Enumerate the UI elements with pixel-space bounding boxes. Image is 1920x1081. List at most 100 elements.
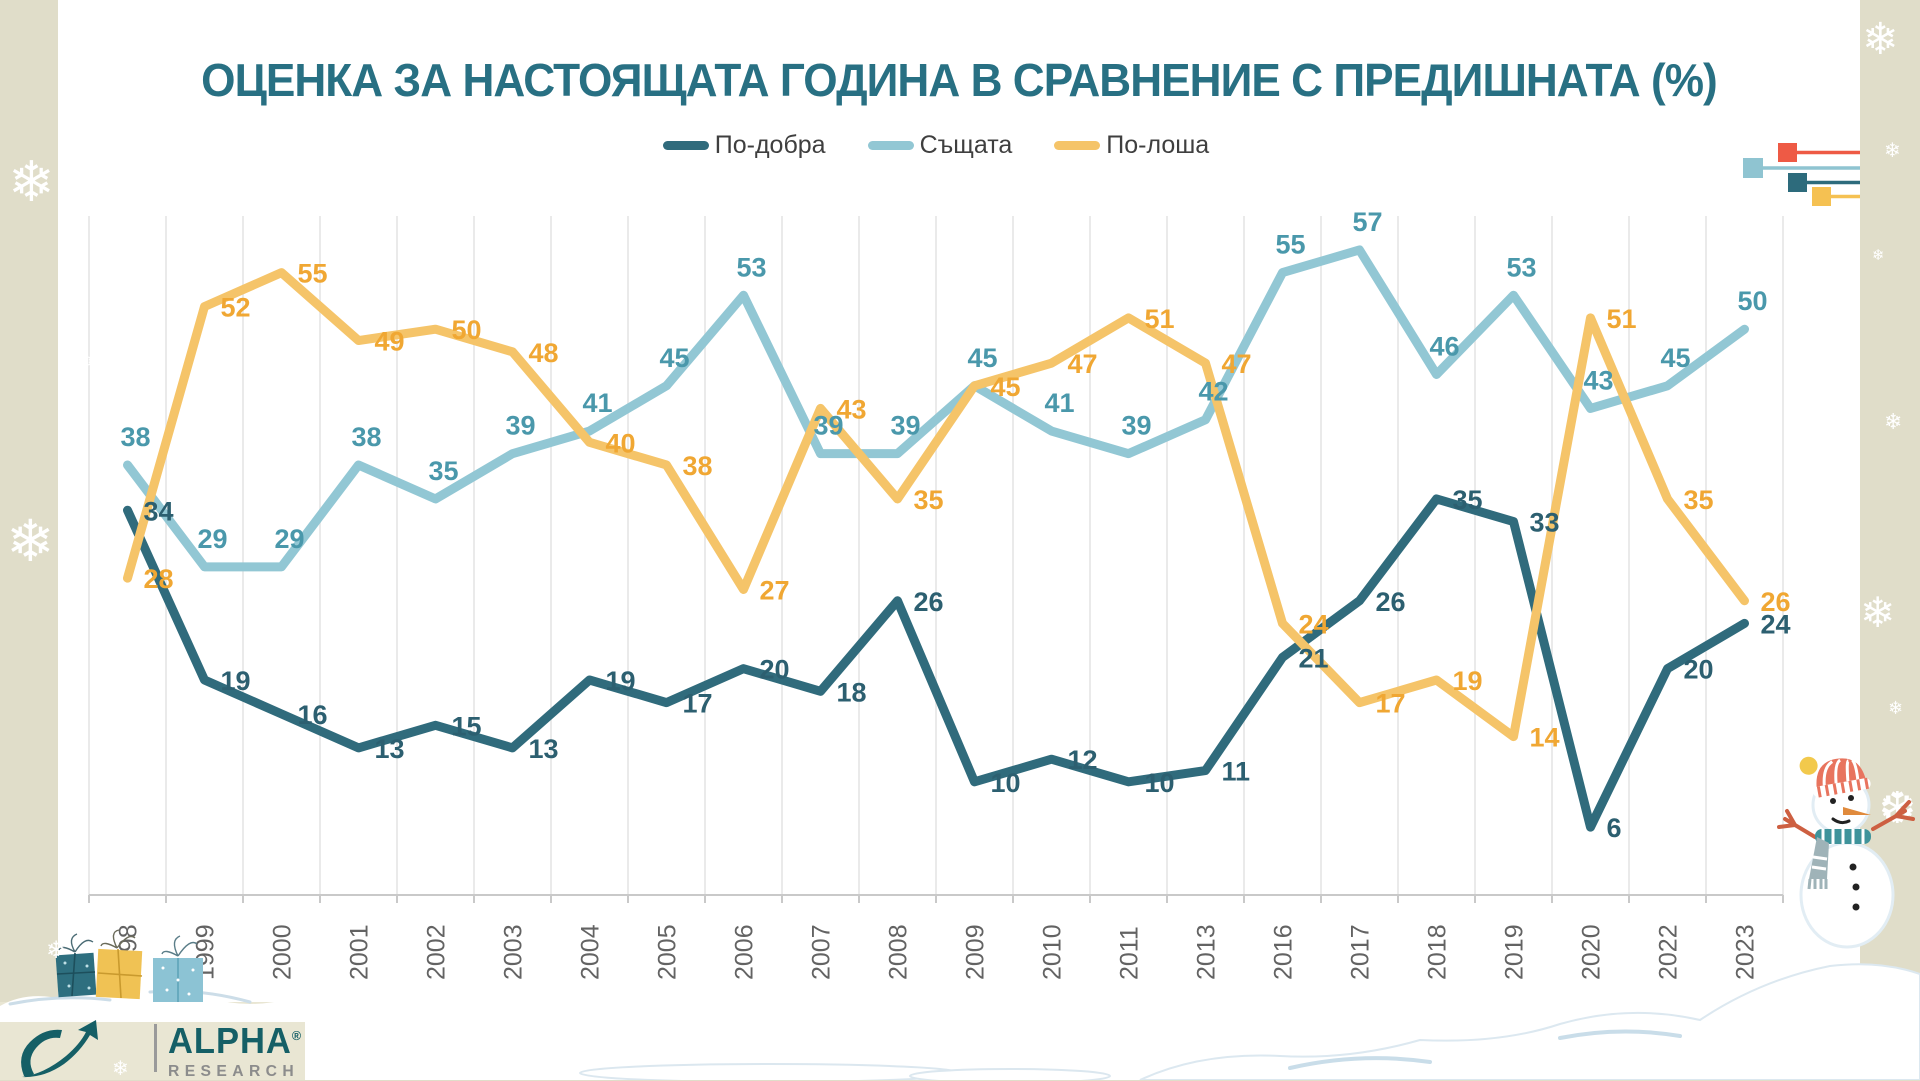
data-label: 10 <box>991 768 1021 798</box>
data-labels-series-1: 34 19 16 13 15 13 19 17 20 18 26 10 12 10 11 21 26 35 33 6 2… <box>144 485 1791 843</box>
data-label: 27 <box>760 575 790 605</box>
data-label: 20 <box>1684 655 1714 685</box>
logo-alpha-text: ALPHA® <box>168 1020 303 1061</box>
data-label: 49 <box>375 327 405 357</box>
data-label: 41 <box>582 388 612 418</box>
snowflake-icon: ❄ <box>1862 14 1899 65</box>
snowflake-icon: ❄ <box>1860 588 1896 637</box>
snow-drifts <box>579 963 1920 1080</box>
snowman-arms <box>1777 800 1915 839</box>
legend-label: Същата <box>919 131 1013 159</box>
data-label: 45 <box>659 343 689 373</box>
content-panel <box>58 0 1860 1080</box>
x-axis-labels: 1998199920002001200220032004200520062007… <box>115 924 1760 980</box>
x-axis-label: 2023 <box>1732 924 1760 980</box>
x-axis-label: 2017 <box>1347 924 1375 980</box>
data-label: 53 <box>736 252 766 282</box>
gift-boxes <box>55 929 203 1002</box>
data-label: 29 <box>274 524 304 554</box>
x-axis-label: 2011 <box>1116 926 1144 980</box>
snowflake-icon: ❄ <box>6 507 55 575</box>
data-label: 26 <box>914 587 944 617</box>
data-label: 46 <box>1429 331 1459 361</box>
data-label: 10 <box>1145 768 1175 798</box>
data-label: 33 <box>1530 508 1560 538</box>
data-label: 55 <box>298 259 328 289</box>
data-label: 19 <box>221 666 251 696</box>
data-label: 45 <box>967 343 997 373</box>
data-label: 24 <box>1761 609 1791 639</box>
data-label: 20 <box>760 655 790 685</box>
gift-box-teal <box>55 933 97 998</box>
x-axis-label: 2004 <box>577 924 605 980</box>
data-label: 40 <box>606 428 636 458</box>
data-label: 47 <box>1222 349 1252 379</box>
x-axis-label: 2008 <box>885 924 913 980</box>
logo-swoosh-icon <box>21 1020 98 1078</box>
snowflake-icon: ❄ <box>112 1056 129 1080</box>
data-label: 35 <box>428 456 458 486</box>
x-axis-label: 2005 <box>654 924 682 980</box>
snowflake-icon: ❄ <box>1872 246 1885 264</box>
snowflake-icon: ❄ <box>1884 410 1903 435</box>
data-label: 13 <box>375 734 405 764</box>
legend-swatch <box>867 141 914 150</box>
data-label: 53 <box>1506 252 1536 282</box>
data-label: 18 <box>837 677 867 707</box>
data-label: 14 <box>1530 723 1560 753</box>
legend-item-1: По-добра <box>662 131 826 160</box>
snowflake-decal-icon: ❆ <box>1879 783 1916 834</box>
data-label: 35 <box>1684 485 1714 515</box>
legend-swatch <box>1054 141 1101 150</box>
data-label: 13 <box>529 734 559 764</box>
data-label: 45 <box>991 372 1021 402</box>
snowflake-icon: ❄ <box>1884 138 1901 162</box>
snowflake-icon: ❄ <box>86 350 105 375</box>
data-label: 38 <box>351 422 381 452</box>
x-axis-label: 2007 <box>808 924 836 980</box>
x-axis-label: 2016 <box>1270 924 1298 980</box>
x-axis-label: 2000 <box>269 924 297 980</box>
snowman-scarf <box>1807 829 1871 890</box>
data-label: 50 <box>1737 286 1767 316</box>
data-label: 15 <box>452 711 482 741</box>
data-label: 19 <box>606 666 636 696</box>
snowflake-icon: ❄ <box>46 936 67 964</box>
series-line-2 <box>123 245 1749 572</box>
data-label: 55 <box>1275 230 1305 260</box>
svg-text:❆: ❆ <box>1879 783 1916 834</box>
data-label: 38 <box>683 451 713 481</box>
data-label: 17 <box>1376 689 1406 719</box>
data-label: 39 <box>890 411 920 441</box>
logo-research-text: RESEARCH <box>168 1063 300 1080</box>
snowflake-icon: ❄ <box>1888 698 1904 719</box>
x-axis-label: 2010 <box>1039 924 1067 980</box>
corner-squares-decoration <box>1743 143 1860 206</box>
logo-divider <box>154 1024 157 1072</box>
data-label: 19 <box>1453 666 1483 696</box>
data-label: 17 <box>683 689 713 719</box>
data-label: 52 <box>221 293 251 323</box>
data-label: 43 <box>1583 365 1613 395</box>
data-label: 39 <box>1121 411 1151 441</box>
data-label: 16 <box>298 700 328 730</box>
x-axis-label: 2018 <box>1424 924 1452 980</box>
data-label: 48 <box>529 338 559 368</box>
data-label: 47 <box>1068 349 1098 379</box>
x-axis-label: 2002 <box>423 924 451 980</box>
data-label: 6 <box>1607 813 1622 843</box>
data-label: 57 <box>1352 207 1382 237</box>
data-label: 28 <box>144 564 174 594</box>
gift-box-yellow <box>95 929 143 1000</box>
x-axis-label: 2019 <box>1501 924 1529 980</box>
data-label: 51 <box>1145 304 1175 334</box>
x-axis-label: 2022 <box>1655 924 1683 980</box>
legend-swatch <box>662 141 709 150</box>
logo-text: ALPHA® RESEARCH <box>168 1020 318 1081</box>
series-line-3 <box>123 268 1749 742</box>
legend-label: По-лоша <box>1106 131 1210 159</box>
legend-item-2: Същата <box>867 131 1013 160</box>
data-label: 43 <box>837 394 867 424</box>
snowman-buttons <box>1849 863 1860 911</box>
data-label: 39 <box>813 411 843 441</box>
